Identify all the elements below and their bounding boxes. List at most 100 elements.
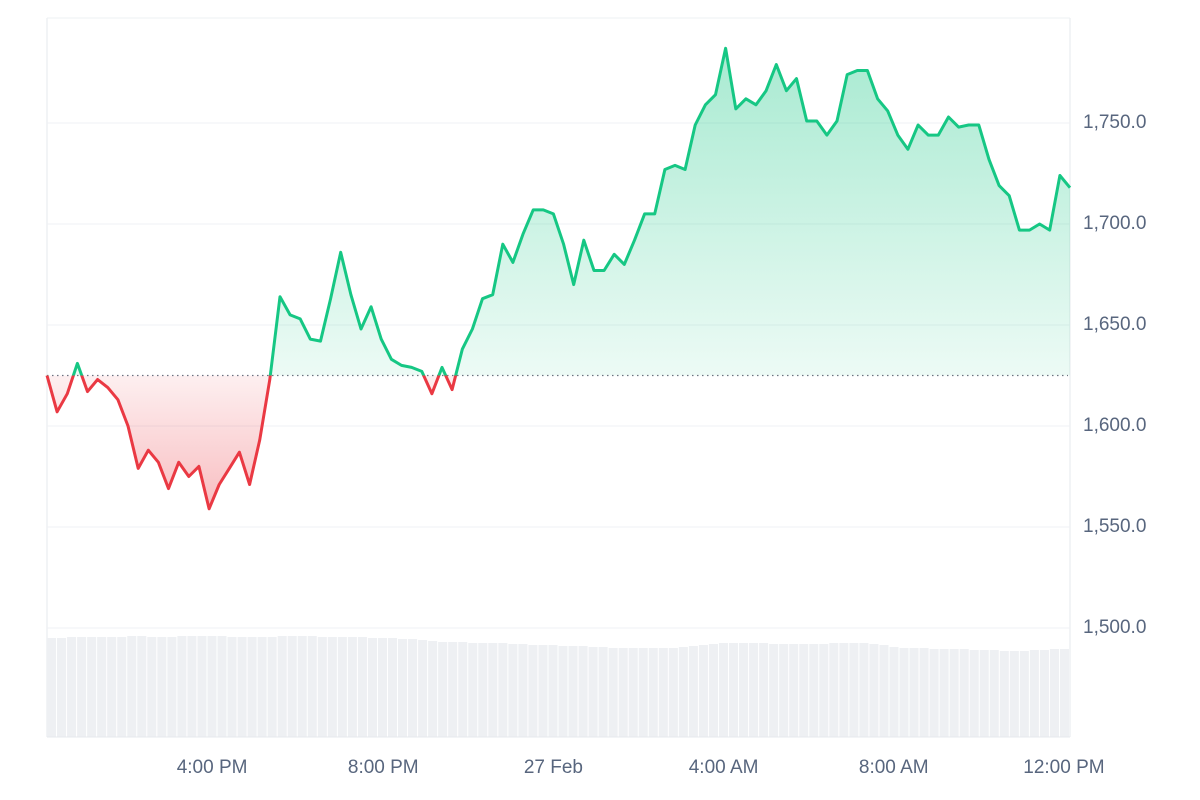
volume-bar xyxy=(939,649,949,737)
volume-bar xyxy=(77,637,87,737)
volume-bar xyxy=(468,643,478,737)
volume-bar xyxy=(929,649,939,737)
volume-bar xyxy=(307,636,317,737)
volume-bar xyxy=(698,645,708,737)
volume-bar xyxy=(1049,649,1059,737)
volume-bar xyxy=(899,648,909,737)
volume-bar xyxy=(718,643,728,737)
volume-bar xyxy=(137,636,147,737)
volume-bar xyxy=(819,644,829,737)
volume-bar xyxy=(548,645,558,737)
volume-bar xyxy=(247,637,257,737)
volume-bar xyxy=(357,637,367,737)
volume-bar xyxy=(157,637,167,737)
x-tick-label: 27 Feb xyxy=(524,757,583,778)
volume-bar xyxy=(428,641,438,737)
volume-bar xyxy=(749,643,759,737)
volume-bar xyxy=(388,638,398,737)
volume-bar xyxy=(398,639,408,737)
volume-bar xyxy=(999,651,1009,737)
volume-bar xyxy=(367,638,377,737)
volume-bar xyxy=(508,644,518,737)
price-area xyxy=(47,48,1070,509)
volume-bar xyxy=(528,645,538,737)
volume-bar xyxy=(859,643,869,737)
volume-bar xyxy=(919,648,929,737)
volume-bar xyxy=(739,643,749,737)
volume-bar xyxy=(438,642,448,737)
volume-bar xyxy=(97,637,107,737)
volume-bar xyxy=(177,636,187,737)
volume-bar xyxy=(277,636,287,737)
volume-bar xyxy=(227,637,237,737)
volume-bar xyxy=(608,648,618,737)
y-tick-label: 1,550.0 xyxy=(1083,516,1146,537)
volume-bar xyxy=(1039,650,1049,737)
volume-bar xyxy=(678,647,688,737)
volume-bar xyxy=(839,643,849,737)
volume-bar xyxy=(809,644,819,737)
volume-bar xyxy=(769,644,779,737)
volume-bar xyxy=(959,649,969,737)
volume-bar xyxy=(57,638,67,737)
volume-bar xyxy=(729,643,739,737)
volume-bar xyxy=(979,650,989,737)
x-tick-label: 8:00 PM xyxy=(348,757,419,778)
volume-bar xyxy=(187,636,197,737)
y-tick-label: 1,750.0 xyxy=(1083,112,1146,133)
volume-bar xyxy=(759,643,769,737)
volume-bar xyxy=(317,637,327,737)
volume-bar xyxy=(107,637,117,737)
volume-bar xyxy=(658,648,668,737)
volume-bar xyxy=(598,647,608,737)
volume-bar xyxy=(488,643,498,737)
volume-bar xyxy=(558,646,568,737)
x-tick-label: 12:00 PM xyxy=(1023,757,1104,778)
x-tick-label: 4:00 PM xyxy=(177,757,248,778)
volume-bar xyxy=(668,648,678,737)
volume-bar xyxy=(418,640,428,737)
volume-bar xyxy=(1029,650,1039,737)
volume-bar xyxy=(1009,651,1019,737)
volume-bar xyxy=(408,639,418,737)
volume-bar xyxy=(829,643,839,737)
volume-bar xyxy=(538,645,548,737)
volume-bar xyxy=(799,644,809,737)
volume-bar xyxy=(207,636,217,737)
volume-bar xyxy=(588,647,598,737)
volume-bar xyxy=(237,637,247,737)
volume-bar xyxy=(287,636,297,737)
volume-bar xyxy=(147,637,157,737)
volume-bar xyxy=(267,637,277,737)
volume-bar xyxy=(327,637,337,737)
volume-bar xyxy=(1019,651,1029,737)
volume-bar xyxy=(578,646,588,737)
y-tick-label: 1,650.0 xyxy=(1083,314,1146,335)
volume-bar xyxy=(849,643,859,737)
volume-bar xyxy=(779,644,789,737)
volume-bar xyxy=(949,649,959,737)
price-line xyxy=(45,46,1072,511)
volume-bar xyxy=(628,648,638,737)
x-tick-label: 4:00 AM xyxy=(689,757,759,778)
volume-bar xyxy=(688,646,698,737)
volume-bar xyxy=(638,648,648,737)
x-tick-label: 8:00 AM xyxy=(859,757,929,778)
volume-bar xyxy=(117,637,127,737)
y-tick-label: 1,600.0 xyxy=(1083,415,1146,436)
volume-bar xyxy=(708,644,718,737)
volume-bar xyxy=(127,636,137,737)
volume-bar xyxy=(217,636,227,737)
volume-bar xyxy=(879,645,889,737)
volume-bar xyxy=(478,643,488,737)
volume-bar xyxy=(869,644,879,737)
volume-bar xyxy=(347,637,357,737)
volume-bar xyxy=(448,642,458,737)
volume-bar xyxy=(257,637,267,737)
volume-bar xyxy=(167,637,177,737)
volume-bar xyxy=(648,648,658,737)
volume-bar xyxy=(337,637,347,737)
volume-bar xyxy=(377,638,387,737)
